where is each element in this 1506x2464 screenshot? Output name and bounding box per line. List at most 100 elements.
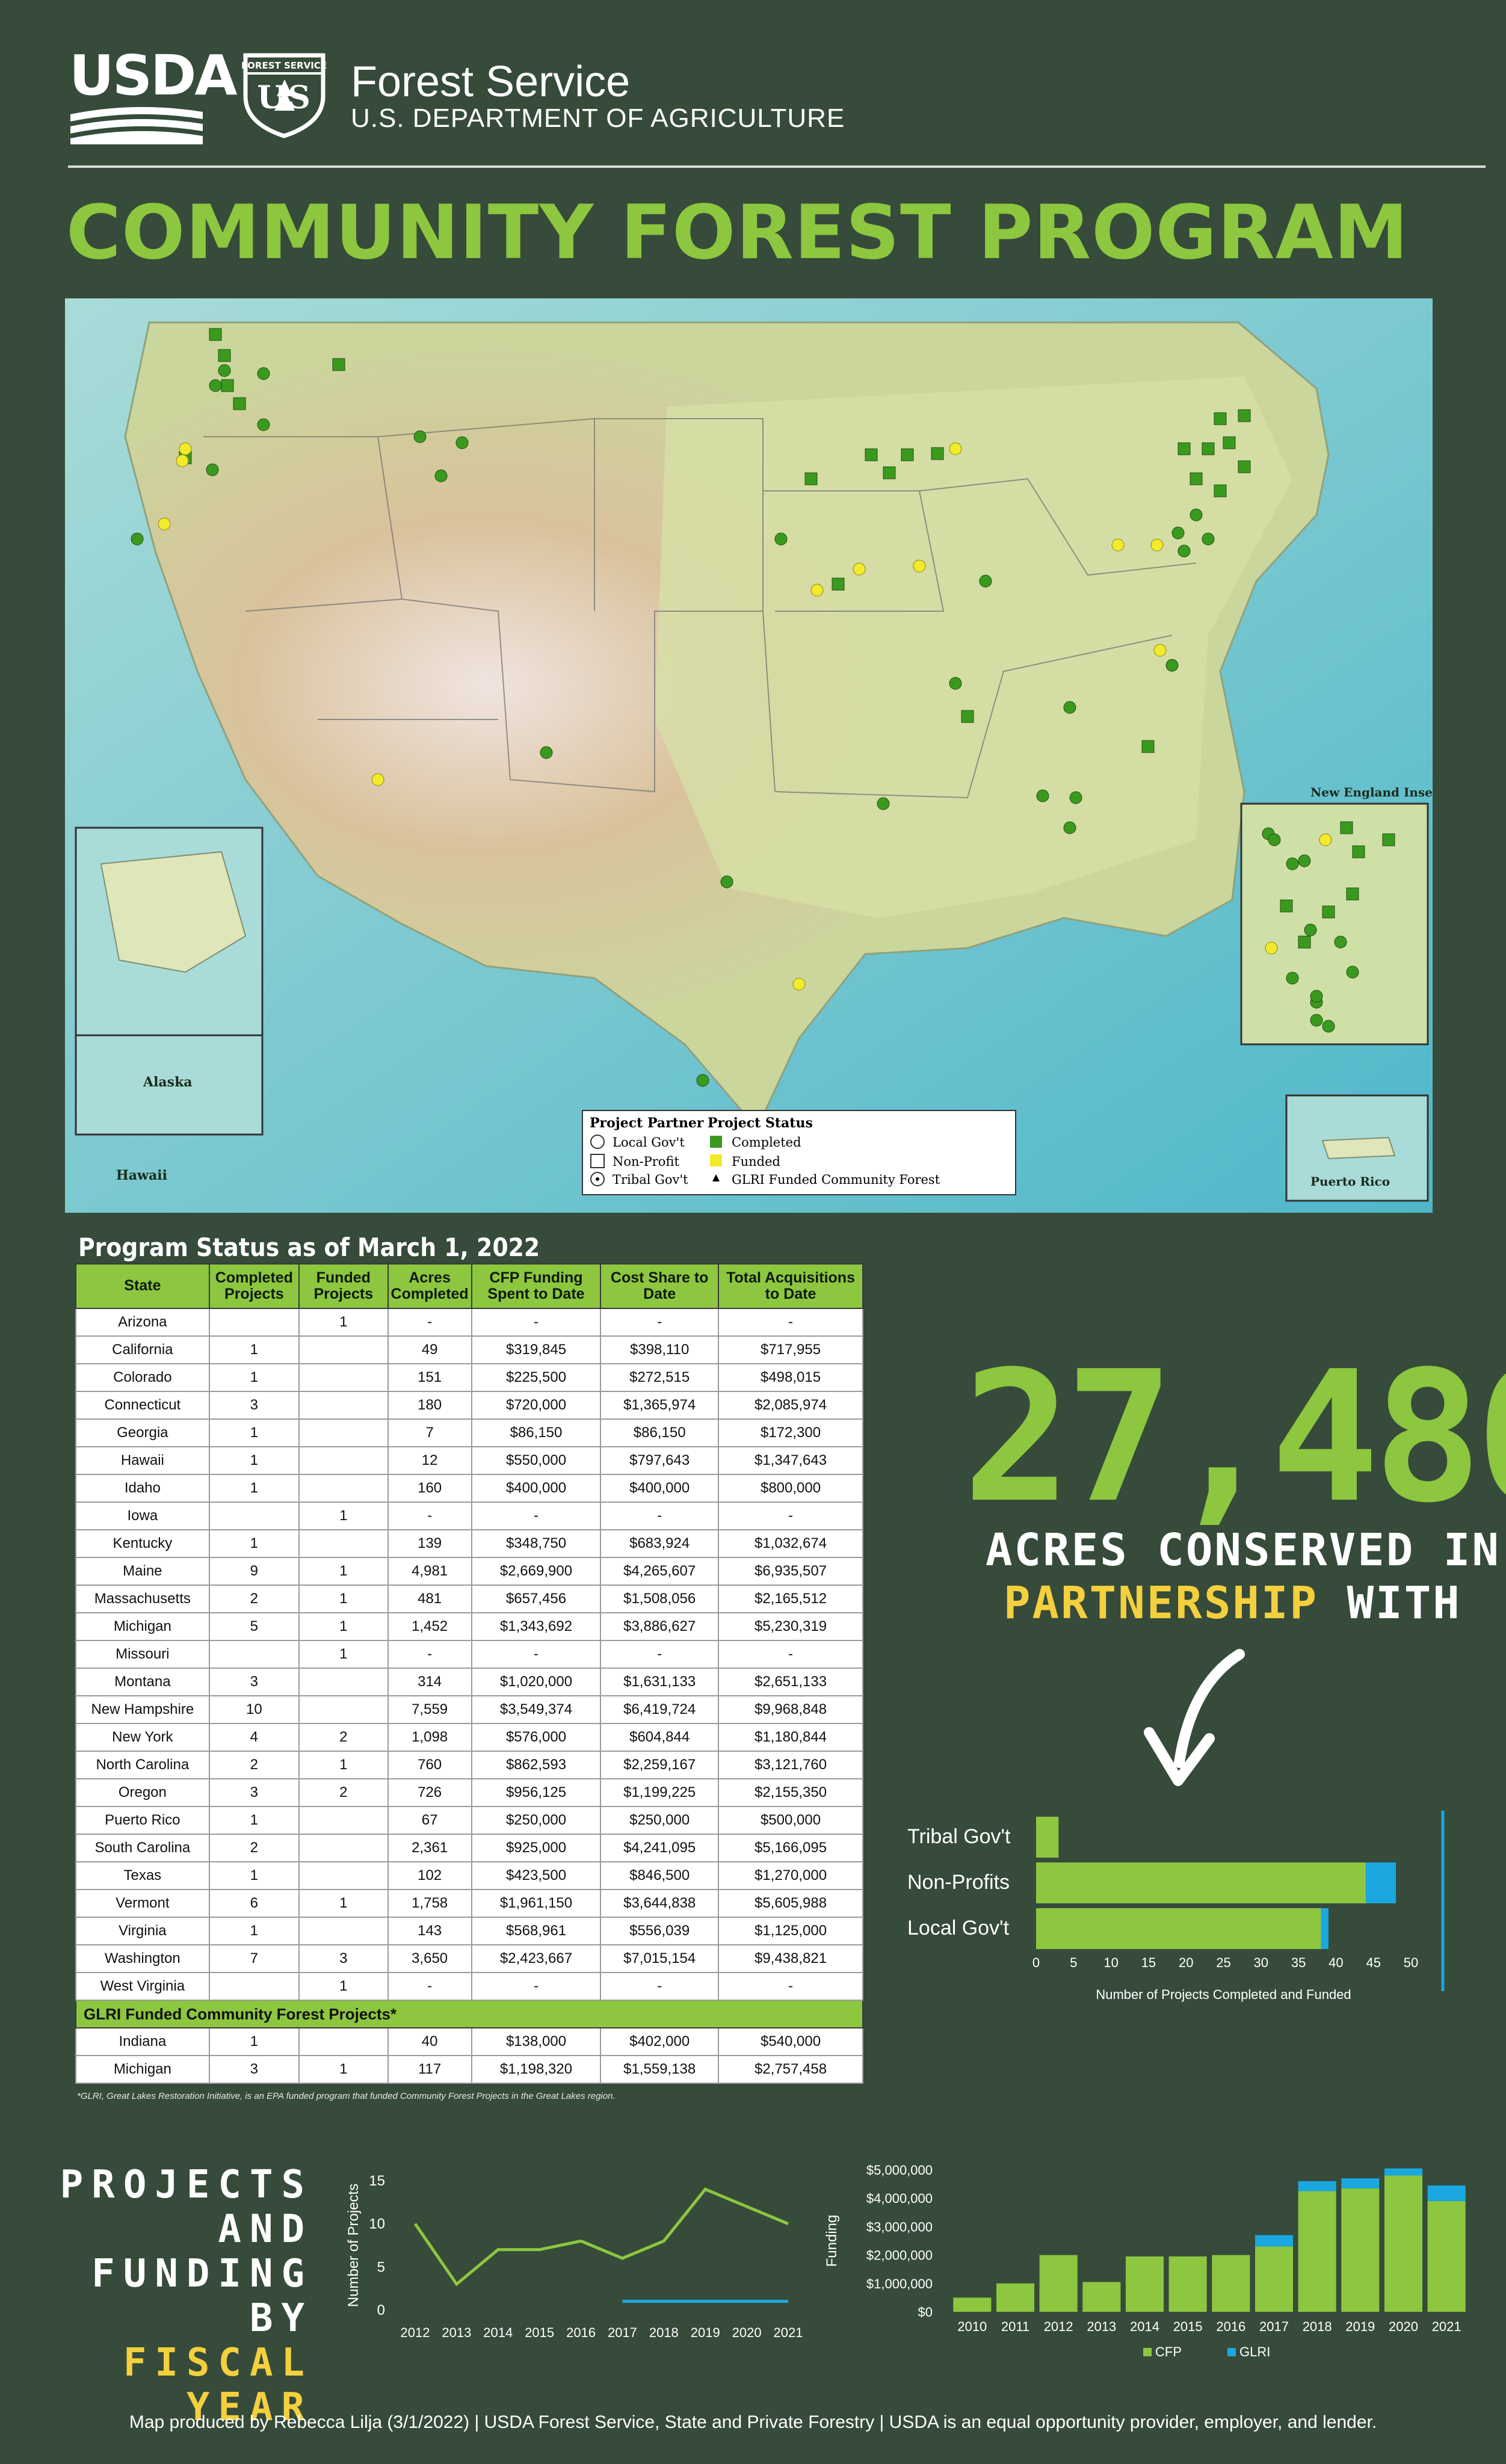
map-marker-completed [209,328,222,341]
table-cell: 481 [387,1585,472,1613]
agency-name: Forest Service [351,58,631,106]
fy-title-line2: AND [218,2207,313,2252]
map-marker-completed [1036,789,1049,802]
table-cell: 49 [387,1335,472,1364]
table-cell: - [387,1502,472,1530]
table-cell: 2,361 [387,1834,472,1862]
table-cell: 1 [298,1640,389,1669]
fiscal-year-title: PROJECTS AND FUNDING BY FISCAL YEAR [48,2163,313,2430]
bar-y-tick: $1,000,000 [866,2276,933,2291]
table-cell: $400,000 [600,1474,720,1503]
table-cell: 2 [208,1751,300,1779]
map-marker-completed [949,677,962,690]
legend-tribal-govt: Tribal Gov't [613,1172,688,1187]
table-cell: $402,000 [600,2027,720,2056]
map-marker-completed [1238,409,1251,422]
map-marker-funded [1153,644,1167,657]
bar-x-tick: 2016 [1216,2319,1245,2334]
table-cell [298,1363,389,1392]
line-x-tick: 2012 [401,2325,430,2340]
forest-service-shield-icon: FOREST SERVICE U S [241,53,327,138]
partner-category-label: Local Gov't [907,1917,1010,1939]
partner-x-tick: 30 [1254,1955,1268,1970]
table-cell: - [387,1640,472,1669]
glri-heading: GLRI Funded Community Forest Projects* [75,2000,863,2028]
table-cell: 314 [387,1668,472,1696]
table-row: Kentucky 1 139 $348,750 $683,924 $1,032,674 [75,1529,863,1558]
table-cell: 1,452 [387,1612,472,1641]
table-row: Hawaii 1 12 $550,000 $797,643 $1,347,643 [75,1446,863,1475]
table-cell: 180 [387,1391,472,1420]
table-cell: 1 [298,1889,389,1918]
table-cell: - [471,1308,602,1337]
table-row: Iowa 1- - - - [75,1502,863,1530]
table-row: Vermont 6 1 1,758 $1,961,150 $3,644,838 $5,605… [75,1889,863,1918]
map-marker-completed [1223,436,1236,449]
table-cell: - [600,1308,720,1337]
table-cell [298,1668,389,1696]
table-row: Maine 9 1 4,981 $2,669,900 $4,265,607 $6,935,5… [75,1557,863,1586]
table-cell: 102 [387,1861,472,1890]
table-cell: 1 [298,1557,389,1586]
table-cell: $550,000 [471,1446,602,1475]
table-cell: Virginia [75,1917,210,1945]
map-marker-completed [257,418,270,431]
table-row: Michigan 3 1 117 $1,198,320 $1,559,138 $2,757,… [75,2055,863,2084]
table-cell: $1,961,150 [471,1889,602,1918]
table-cell: 10 [208,1695,300,1724]
table-cell: 1 [298,1308,389,1337]
table-cell: 5 [208,1612,300,1641]
table-cell: $348,750 [471,1529,602,1558]
table-cell [298,2027,389,2056]
funding-bar-chart: $0 $1,000,000 $2,000,000 $3,000,000 $4,000,0… [824,2163,1466,2359]
header-divider [68,165,1486,168]
map-marker-completed [1310,990,1323,1003]
line-y-tick: 5 [377,2259,385,2275]
table-cell [298,1695,389,1724]
line-y-label: Number of Projects [345,2184,362,2307]
bar-x-tick: 2012 [1044,2319,1073,2334]
table-row: Missouri 1- - - - [75,1640,863,1669]
bar-y-tick: $0 [918,2305,933,2320]
acres-total: 27,480 [963,1332,1506,1542]
map-marker-completed [1238,460,1251,473]
table-cell: $925,000 [471,1834,602,1862]
bar-y-tick: $3,000,000 [866,2219,933,2234]
table-row: Virginia 1 143 $568,961 $556,039 $1,125,000 [75,1917,863,1945]
map-marker-completed [961,710,974,723]
table-cell: $9,968,848 [718,1695,863,1724]
table-cell: 7 [208,1944,300,1973]
map-marker-completed [413,430,427,443]
table-cell: $2,155,350 [718,1778,863,1807]
table-cell: Arizona [75,1308,210,1337]
fy-title-line4: FISCAL YEAR [123,2341,313,2430]
table-cell [298,1335,389,1364]
partner-bar [1366,1862,1396,1903]
table-header-cell: Total Acquisitions to Date [718,1263,863,1309]
table-cell: Washington [75,1944,210,1973]
map-marker-funded [810,584,824,597]
table-cell: 1 [298,1612,389,1641]
line-x-tick: 2014 [483,2325,513,2340]
table-cell: Vermont [75,1889,210,1918]
stat-caption-line1: ACRES CONSERVED IN [986,1524,1501,1576]
table-cell: $1,180,844 [718,1723,863,1752]
table-cell [298,1917,389,1945]
table-cell: 1 [208,1917,300,1945]
partner-x-label: Number of Projects Completed and Funded [1096,1987,1351,2002]
map-marker-funded [853,562,866,576]
table-cell: 3 [208,1778,300,1807]
funding-bar [1341,2188,1380,2312]
table-cell: $1,270,000 [718,1861,863,1890]
map-marker-funded [1265,941,1278,955]
map-marker-completed [1202,442,1215,455]
map-marker-completed [434,469,448,482]
partner-x-tick: 20 [1179,1955,1193,1970]
table-cell: Colorado [75,1363,210,1392]
map-marker-completed [1298,854,1311,867]
line-y-tick: 15 [369,2173,385,2189]
partner-x-tick: 10 [1103,1955,1118,1970]
table-cell: $4,241,095 [600,1834,720,1862]
table-cell: $1,125,000 [718,1917,863,1945]
legend-local-govt: Local Gov't [613,1135,685,1150]
